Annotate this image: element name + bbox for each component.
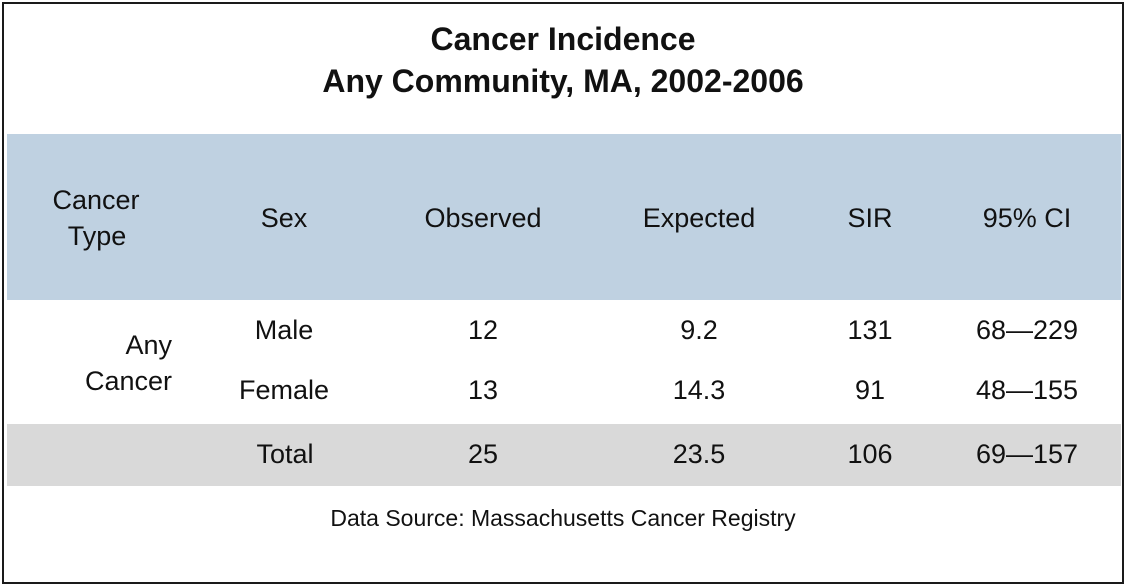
data-source-note: Data Source: Massachusetts Cancer Regist…	[330, 505, 796, 531]
row-female-ci: 48—155	[975, 375, 1079, 405]
row-female-expected: 14.3	[672, 375, 726, 405]
header-cancer-type-line1: Cancer	[52, 185, 140, 215]
row-male-ci: 68—229	[975, 315, 1079, 345]
total-sex: Total	[256, 439, 314, 469]
row-male-observed: 12	[467, 315, 499, 345]
total-sir: 106	[847, 439, 893, 469]
row-female-sex: Female	[238, 375, 330, 405]
group-cancer-line1: Any	[125, 330, 172, 360]
title-line-1: Cancer Incidence	[430, 21, 696, 57]
group-cancer-line2: Cancer	[84, 366, 172, 396]
header-band	[7, 134, 1121, 300]
title-line-2: Any Community, MA, 2002-2006	[322, 63, 804, 99]
header-sir: SIR	[847, 203, 893, 233]
header-expected: Expected	[642, 203, 756, 233]
row-male-sir: 131	[847, 315, 893, 345]
row-female-observed: 13	[467, 375, 499, 405]
page-title: Cancer Incidence Any Community, MA, 2002…	[4, 18, 1122, 102]
header-ci: 95% CI	[982, 203, 1072, 233]
total-observed: 25	[467, 439, 499, 469]
header-sex: Sex	[260, 203, 308, 233]
total-expected: 23.5	[672, 439, 726, 469]
total-band	[7, 424, 1121, 486]
row-male-expected: 9.2	[680, 315, 718, 345]
header-observed: Observed	[424, 203, 542, 233]
total-ci: 69—157	[975, 439, 1079, 469]
header-cancer-type-line2: Type	[67, 221, 127, 251]
row-female-sir: 91	[854, 375, 886, 405]
row-male-sex: Male	[254, 315, 314, 345]
